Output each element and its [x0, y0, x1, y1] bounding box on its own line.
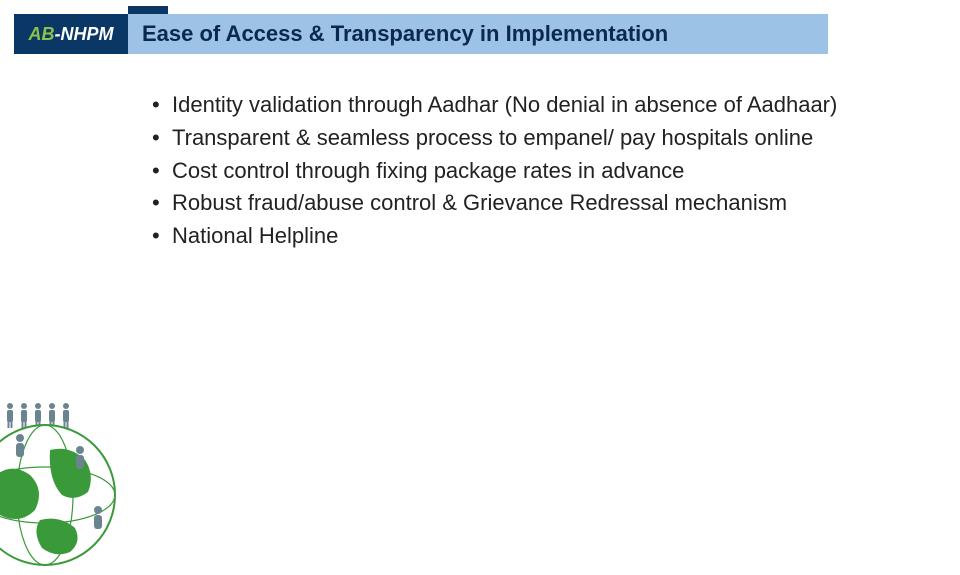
slide-title: Ease of Access & Transparency in Impleme…	[142, 21, 668, 47]
slide: AB-NHPM Ease of Access & Transparency in…	[0, 0, 960, 540]
content-area: Identity validation through Aadhar (No d…	[150, 90, 940, 254]
logo-nhpm-text: -NHPM	[55, 24, 114, 45]
bullet-list: Identity validation through Aadhar (No d…	[150, 90, 940, 252]
logo-box: AB-NHPM	[14, 14, 128, 54]
bullet-item: National Helpline	[150, 221, 940, 252]
globe-icon	[0, 420, 120, 570]
bullet-item: Transparent & seamless process to empane…	[150, 123, 940, 154]
bullet-item: Identity validation through Aadhar (No d…	[150, 90, 940, 121]
title-band: Ease of Access & Transparency in Impleme…	[128, 14, 828, 54]
bullet-item: Cost control through fixing package rate…	[150, 156, 940, 187]
title-accent-tab	[128, 6, 168, 14]
logo-ab-text: AB	[29, 24, 55, 45]
bullet-item: Robust fraud/abuse control & Grievance R…	[150, 188, 940, 219]
